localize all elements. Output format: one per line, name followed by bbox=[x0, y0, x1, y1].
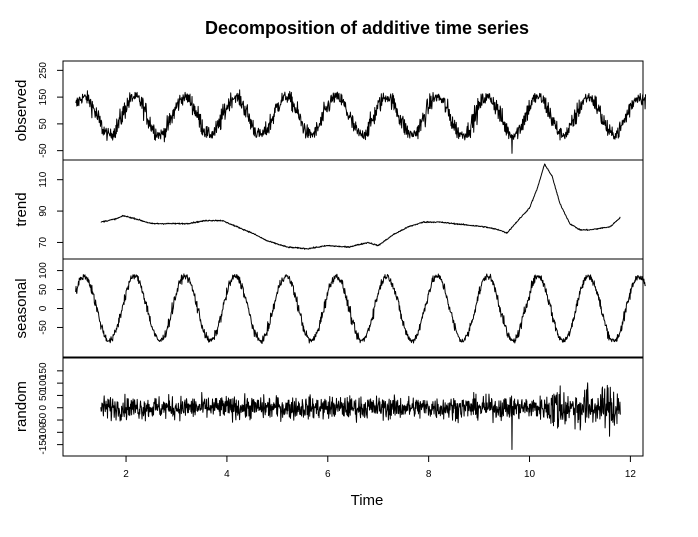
x-tick-label-4: 4 bbox=[224, 469, 230, 480]
random-ytick-label--100: -100 bbox=[38, 422, 49, 442]
random-ytick-label-150: 150 bbox=[38, 362, 49, 379]
trend-ytick-label-70: 70 bbox=[38, 236, 49, 248]
panel-seasonal: -50 0 50 100 seasonal bbox=[13, 258, 646, 359]
seasonal-ytick-label--50: -50 bbox=[38, 320, 49, 335]
random-series-line bbox=[100, 382, 621, 451]
observed-ylabel: observed bbox=[13, 80, 30, 142]
x-tick-label-6: 6 bbox=[325, 469, 331, 480]
x-tick-label-2: 2 bbox=[123, 469, 129, 480]
x-axis-label: Time bbox=[351, 492, 384, 509]
observed-ytick-label-250: 250 bbox=[38, 62, 49, 79]
observed-ytick-label-150: 150 bbox=[38, 88, 49, 105]
panels-group: -5050150250observed7090110trend-50050100… bbox=[13, 60, 647, 457]
panel-trend: 70 90 110 trend bbox=[13, 159, 644, 260]
seasonal-frame bbox=[62, 258, 644, 359]
trend-ylabel: trend bbox=[13, 192, 30, 226]
random-ytick-label--150: -150 bbox=[38, 434, 49, 454]
random-ytick-label-0: 0 bbox=[38, 405, 49, 411]
seasonal-ytick-label-0: 0 bbox=[38, 305, 49, 311]
x-tick-label-12: 12 bbox=[625, 469, 637, 480]
seasonal-ytick-label-100: 100 bbox=[38, 262, 49, 279]
observed-series-line bbox=[75, 89, 647, 154]
seasonal-ylabel: seasonal bbox=[13, 278, 30, 338]
observed-frame bbox=[62, 60, 644, 161]
random-frame bbox=[62, 356, 644, 457]
observed-ytick-label--50: -50 bbox=[38, 143, 49, 158]
seasonal-series-line bbox=[75, 273, 646, 345]
x-tick-label-8: 8 bbox=[426, 469, 432, 480]
random-ytick-label-100: 100 bbox=[38, 374, 49, 391]
random-ytick-label--50: -50 bbox=[38, 412, 49, 427]
trend-ytick-label-110: 110 bbox=[38, 171, 49, 187]
trend-frame bbox=[62, 159, 644, 260]
trend-series-line bbox=[100, 163, 621, 250]
panel-observed: -50 50 150 250 observed bbox=[13, 60, 647, 161]
x-axis: 2 4 6 8 10 12 bbox=[123, 456, 636, 480]
observed-ytick-label-50: 50 bbox=[38, 118, 49, 130]
seasonal-ytick-label-50: 50 bbox=[38, 284, 49, 296]
random-ylabel: random bbox=[13, 381, 30, 432]
x-tick-label-10: 10 bbox=[524, 469, 536, 480]
trend-ytick-label-90: 90 bbox=[38, 205, 49, 217]
random-ytick-label-50: 50 bbox=[38, 389, 49, 401]
chart-title: Decomposition of additive time series bbox=[205, 18, 529, 38]
